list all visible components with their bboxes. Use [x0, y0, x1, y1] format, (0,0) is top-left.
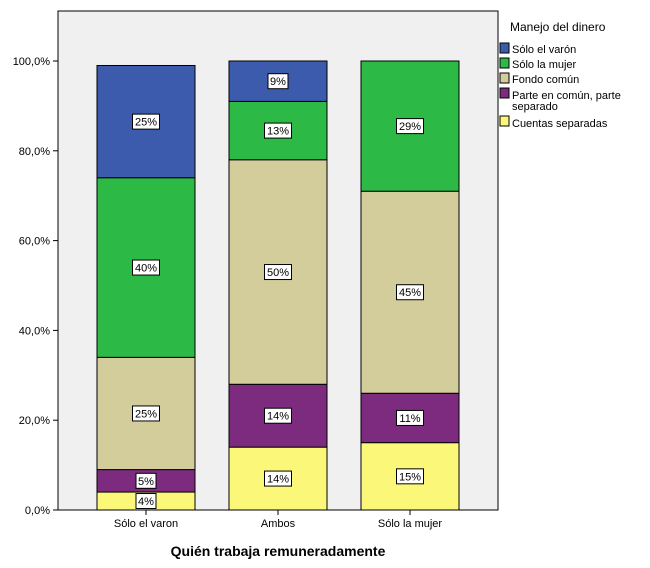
data-label: 14% [267, 411, 289, 423]
data-label-box [132, 259, 160, 276]
data-label: 13% [267, 126, 289, 138]
data-label-box [132, 113, 160, 130]
data-label: 45% [399, 287, 421, 299]
legend: Manejo del dinero Sólo el varón Sólo la m… [499, 20, 621, 130]
y-axis: 0,0% 20,0% 40,0% 60,0% 80,0% 100,0% [13, 56, 58, 517]
x-axis-title: Quién trabaja remuneradamente [171, 543, 386, 559]
data-label: 11% [399, 413, 420, 425]
legend-label-fondo-comun: Fondo común [512, 74, 579, 86]
x-tick-label: Ambos [261, 518, 296, 530]
data-label: 14% [267, 474, 289, 486]
bars-group: 4% 5% 25% 40% 25% 14% 14% 50% 13% 9% 15% 11% 45% 29% [96, 60, 460, 511]
y-tick-label: 60,0% [19, 236, 50, 248]
legend-label-parte-en-comun-parte-separado: Parte en común, parte separado [512, 90, 621, 113]
data-label: 50% [267, 267, 289, 279]
legend-label-cuentas-separadas: Cuentas separadas [512, 118, 608, 130]
legend-swatch-solo-la-mujer [499, 57, 510, 69]
data-label-box [396, 118, 424, 135]
legend-swatch-fondo-comun [499, 72, 510, 84]
data-label: 4% [138, 496, 154, 508]
data-label: 9% [270, 76, 286, 88]
legend-swatch-parte-en-comun-parte-separado [499, 87, 510, 99]
y-tick-label: 100,0% [13, 56, 51, 68]
data-label: 40% [135, 263, 157, 275]
data-label: 15% [399, 471, 421, 483]
data-label-box [264, 122, 292, 139]
legend-label-solo-la-mujer: Sólo la mujer [512, 59, 577, 71]
x-tick-label: Sólo la mujer [378, 518, 443, 530]
x-axis: Sólo el varon Ambos Sólo la mujer [114, 510, 443, 530]
data-label-box [267, 73, 289, 90]
data-label: 5% [138, 476, 154, 488]
legend-swatch-solo-el-varon [499, 42, 510, 54]
data-label: 25% [135, 408, 157, 420]
legend-label-solo-el-varon: Sólo el varón [512, 44, 576, 56]
data-label: 29% [399, 121, 421, 133]
legend-swatch-cuentas-separadas [499, 115, 510, 127]
data-label-box [396, 284, 424, 301]
data-label-box [135, 493, 157, 510]
data-label-box [264, 470, 292, 487]
data-label-box [396, 468, 424, 485]
data-label: 25% [135, 117, 157, 129]
data-label-box [264, 264, 292, 281]
data-label-box [396, 409, 424, 426]
y-tick-label: 0,0% [25, 505, 50, 517]
data-label-box [135, 472, 157, 489]
data-label-box [264, 407, 292, 424]
data-label-box [132, 405, 160, 422]
legend-title: Manejo del dinero [510, 20, 606, 34]
y-tick-label: 20,0% [19, 415, 50, 427]
x-tick-label: Sólo el varon [114, 518, 178, 530]
y-tick-label: 80,0% [19, 146, 50, 158]
y-tick-label: 40,0% [19, 325, 50, 337]
